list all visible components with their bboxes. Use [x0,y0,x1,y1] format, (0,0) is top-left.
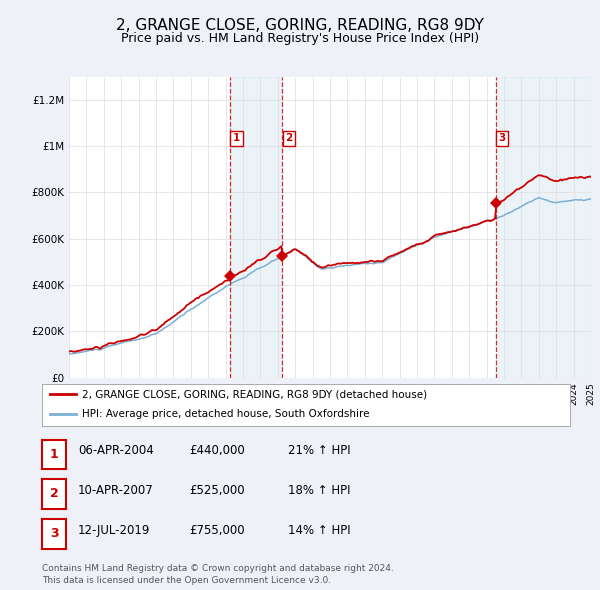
Text: 18% ↑ HPI: 18% ↑ HPI [288,484,350,497]
Text: 2: 2 [50,487,58,500]
Text: 14% ↑ HPI: 14% ↑ HPI [288,524,350,537]
Text: 3: 3 [499,133,506,143]
Text: HPI: Average price, detached house, South Oxfordshire: HPI: Average price, detached house, Sout… [82,409,369,419]
Text: 1: 1 [233,133,240,143]
Text: £755,000: £755,000 [189,524,245,537]
Text: Contains HM Land Registry data © Crown copyright and database right 2024.
This d: Contains HM Land Registry data © Crown c… [42,565,394,585]
Text: Price paid vs. HM Land Registry's House Price Index (HPI): Price paid vs. HM Land Registry's House … [121,32,479,45]
Text: 2, GRANGE CLOSE, GORING, READING, RG8 9DY (detached house): 2, GRANGE CLOSE, GORING, READING, RG8 9D… [82,389,427,399]
Text: £525,000: £525,000 [189,484,245,497]
Bar [230,77,283,378]
Text: 10-APR-2007: 10-APR-2007 [78,484,154,497]
Text: 12-JUL-2019: 12-JUL-2019 [78,524,151,537]
Text: 21% ↑ HPI: 21% ↑ HPI [288,444,350,457]
Text: 2, GRANGE CLOSE, GORING, READING, RG8 9DY: 2, GRANGE CLOSE, GORING, READING, RG8 9D… [116,18,484,32]
Text: 2: 2 [285,133,292,143]
Bar [496,77,591,378]
Text: £440,000: £440,000 [189,444,245,457]
Text: 06-APR-2004: 06-APR-2004 [78,444,154,457]
Text: 1: 1 [50,448,58,461]
Text: 3: 3 [50,527,58,540]
